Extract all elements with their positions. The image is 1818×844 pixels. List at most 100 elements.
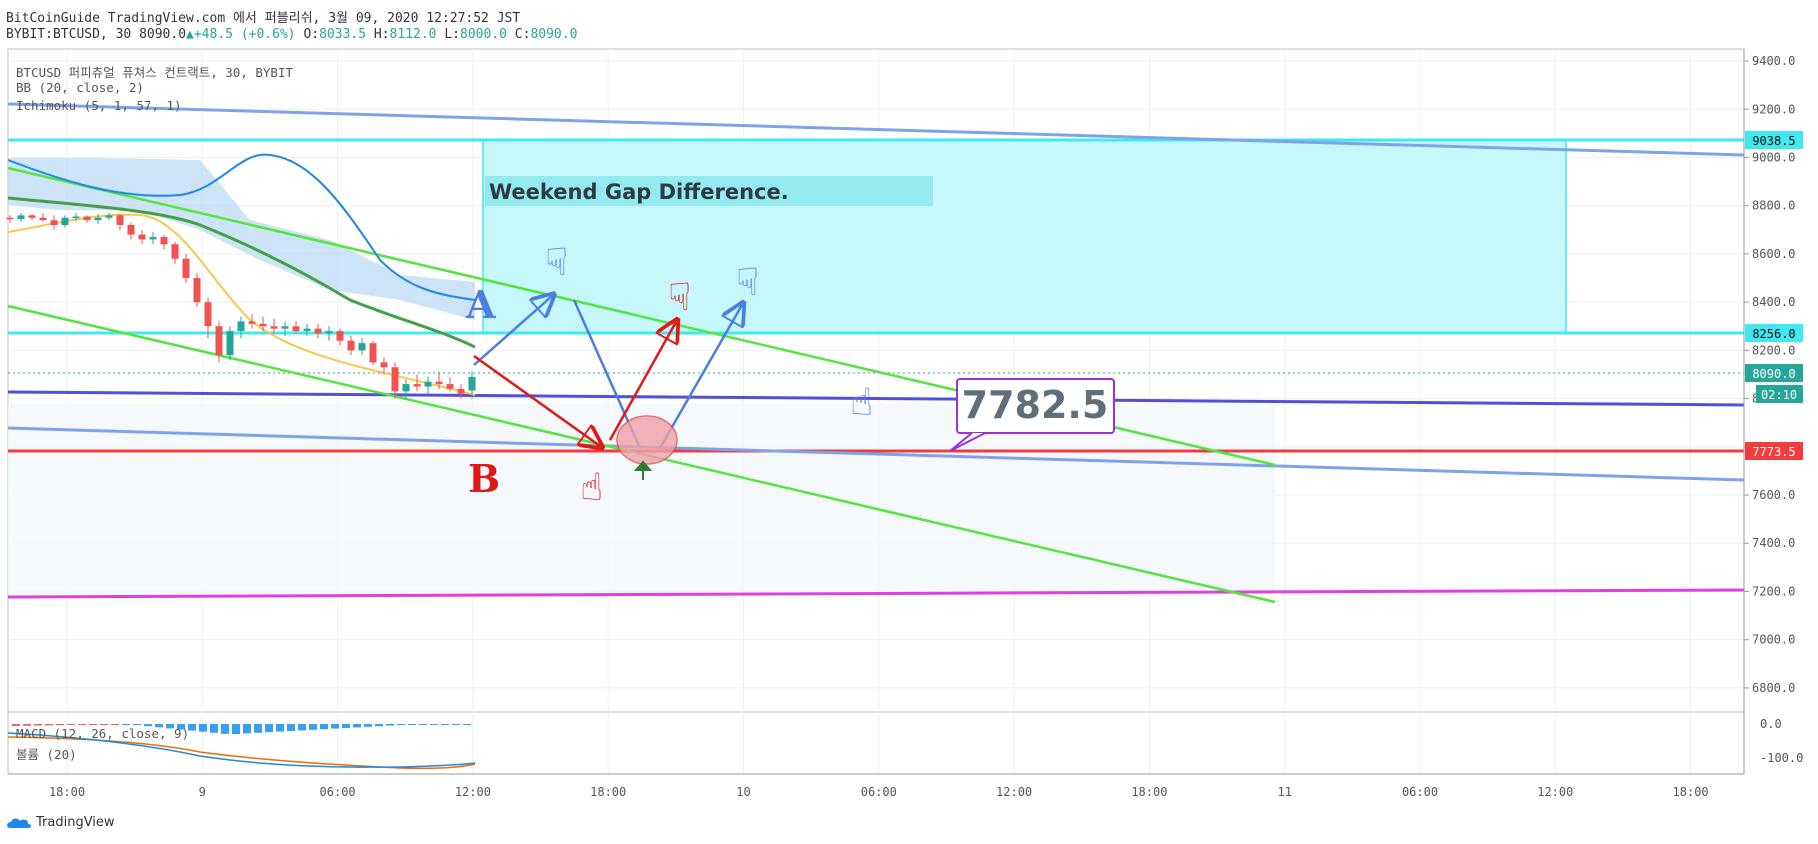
candle-body[interactable] <box>369 343 377 363</box>
candle-body[interactable] <box>28 215 36 218</box>
macd-bar <box>298 724 306 731</box>
upper-trendline[interactable] <box>7 102 1745 157</box>
candle-body[interactable] <box>270 326 278 329</box>
candle-body[interactable] <box>6 217 14 220</box>
candle-body[interactable] <box>281 326 289 329</box>
purple-line[interactable] <box>7 390 1745 407</box>
candle-body[interactable] <box>259 323 267 327</box>
y-tick-label: 9000.0 <box>1752 150 1795 164</box>
macd-axis: 0.0 -100.0 <box>1760 717 1803 765</box>
candle-body[interactable] <box>61 217 69 225</box>
candle-body[interactable] <box>215 326 223 356</box>
candle-body[interactable] <box>182 258 190 279</box>
x-tick-label: 06:00 <box>1402 785 1438 799</box>
candle-body[interactable] <box>105 215 113 218</box>
y-tick-label: 6800.0 <box>1752 681 1795 695</box>
candle-body[interactable] <box>149 237 157 240</box>
candle-body[interactable] <box>424 381 432 387</box>
macd-bar <box>12 724 20 726</box>
candle-body[interactable] <box>314 328 322 334</box>
macd-bar <box>364 724 372 727</box>
price-callout-box[interactable] <box>956 378 1115 434</box>
macd-bar <box>23 724 31 726</box>
y-tick-label: 7600.0 <box>1752 488 1795 502</box>
macd-bar <box>144 724 152 727</box>
target-zone-ellipse[interactable] <box>616 415 678 465</box>
gap-label: Weekend Gap Difference. <box>489 180 789 204</box>
x-tick-label: 12:00 <box>1537 785 1573 799</box>
candle-body[interactable] <box>138 234 146 240</box>
path-a-arrow-1[interactable] <box>473 296 552 366</box>
candle-body[interactable] <box>435 381 443 385</box>
candle-body[interactable] <box>116 215 124 225</box>
legend-ichimoku: Ichimoku (5, 1, 57, 1) <box>16 98 182 113</box>
candle-body[interactable] <box>457 388 465 394</box>
candle-body[interactable] <box>160 237 168 245</box>
macd-pane[interactable] <box>7 711 1745 775</box>
close-label: C: <box>514 27 531 42</box>
candle-body[interactable] <box>303 328 311 332</box>
last-price-tag <box>1745 364 1803 382</box>
ohlc-bar: BYBIT:BTCUSD, 30 8090.0▲+48.5 (+0.6%) O:… <box>6 27 577 42</box>
countdown-tag <box>1756 385 1803 403</box>
candle-body[interactable] <box>336 331 344 341</box>
gap-box[interactable] <box>483 140 1566 333</box>
candle-body[interactable] <box>391 367 399 392</box>
candle-body[interactable] <box>171 244 179 259</box>
candle-body[interactable] <box>226 331 234 356</box>
macd-bar <box>232 724 240 734</box>
path-b-arrow-1[interactable] <box>473 354 600 446</box>
macd-bar <box>265 724 273 733</box>
macd-bar <box>221 724 229 734</box>
candle-body[interactable] <box>248 321 256 324</box>
macd-bar <box>210 724 218 733</box>
candle-body[interactable] <box>468 376 476 391</box>
candle-body[interactable] <box>325 331 333 334</box>
macd-bar <box>177 724 185 730</box>
candle-body[interactable] <box>50 220 58 225</box>
candle-body[interactable] <box>204 302 212 327</box>
candle-body[interactable] <box>17 215 25 219</box>
macd-bar <box>452 724 460 725</box>
y-tick-label: 8800.0 <box>1752 199 1795 213</box>
y-tick-label: 9400.0 <box>1752 54 1795 68</box>
y-tick-label: 8400.0 <box>1752 295 1795 309</box>
magenta-line[interactable] <box>7 588 1745 599</box>
candle-body[interactable] <box>358 343 366 351</box>
x-tick-label: 06:00 <box>320 785 356 799</box>
candlesticks[interactable] <box>6 212 476 399</box>
candle-body[interactable] <box>94 217 102 221</box>
path-b-arrow-2[interactable] <box>608 322 676 441</box>
price-axis[interactable]: 9400.0 9200.0 9000.0 8800.0 8600.0 8400.0 8200… <box>1743 49 1795 774</box>
svg-text:☟: ☟ <box>668 275 691 319</box>
path-a-arrow-3[interactable] <box>658 305 742 449</box>
x-tick-label: 11 <box>1277 785 1291 799</box>
lower-trendline[interactable] <box>7 426 1745 482</box>
macd-tick-label: -100.0 <box>1760 751 1803 765</box>
high-value: 8112.0 <box>389 27 437 42</box>
candle-body[interactable] <box>72 216 80 219</box>
macd-bar <box>188 724 196 731</box>
candle-body[interactable] <box>237 321 245 332</box>
y-tick-label: 8600.0 <box>1752 247 1795 261</box>
candle-body[interactable] <box>127 224 135 235</box>
candle-body[interactable] <box>292 326 300 332</box>
candle-body[interactable] <box>413 384 421 387</box>
candle-body[interactable] <box>402 384 410 392</box>
x-tick-label: 9 <box>199 785 206 799</box>
time-axis[interactable]: 18:00 9 06:00 12:00 18:00 10 06:00 12:00 18:00 11… <box>8 773 1744 799</box>
tradingview-logo[interactable]: TradingView <box>6 815 115 830</box>
up-arrow-icon: ▲ <box>186 27 194 42</box>
candle-body[interactable] <box>83 216 91 221</box>
candle-body[interactable] <box>446 384 454 389</box>
candle-body[interactable] <box>39 217 47 221</box>
macd-bar <box>89 724 97 725</box>
candle-body[interactable] <box>380 362 388 368</box>
candle-body[interactable] <box>193 278 201 303</box>
candle-body[interactable] <box>347 340 355 351</box>
pointing-hand-icon: ☟ ☟ ☟ ☝ ☝ <box>545 240 873 509</box>
svg-text:☟: ☟ <box>736 260 759 304</box>
legend-macd: MACD (12, 26, close, 9) <box>16 726 190 741</box>
x-tick-label: 18:00 <box>1673 785 1709 799</box>
